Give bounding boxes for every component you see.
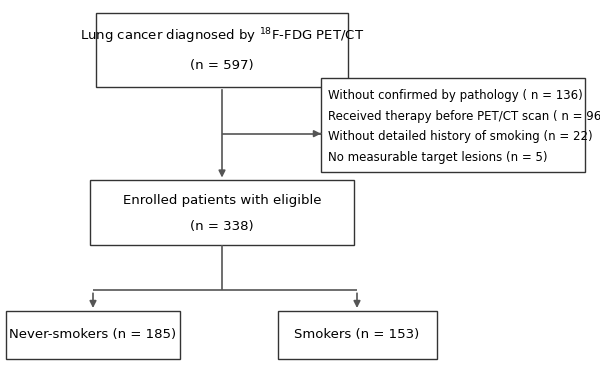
Bar xyxy=(6,311,180,359)
Text: Received therapy before PET/CT scan ( n = 96): Received therapy before PET/CT scan ( n … xyxy=(328,110,600,123)
Bar xyxy=(277,311,437,359)
Text: Never-smokers (n = 185): Never-smokers (n = 185) xyxy=(10,328,176,342)
Text: (n = 338): (n = 338) xyxy=(190,220,254,233)
Text: Smokers (n = 153): Smokers (n = 153) xyxy=(295,328,419,342)
Text: Without detailed history of smoking (n = 22): Without detailed history of smoking (n =… xyxy=(328,130,593,144)
Text: (n = 597): (n = 597) xyxy=(190,59,254,72)
Text: Without confirmed by pathology ( n = 136): Without confirmed by pathology ( n = 136… xyxy=(328,89,583,102)
Text: No measurable target lesions (n = 5): No measurable target lesions (n = 5) xyxy=(328,151,548,164)
Text: Enrolled patients with eligible: Enrolled patients with eligible xyxy=(123,194,321,207)
Text: Lung cancer diagnosed by $^{18}$F-FDG PET/CT: Lung cancer diagnosed by $^{18}$F-FDG PE… xyxy=(80,26,364,46)
Bar xyxy=(90,180,354,245)
Bar xyxy=(321,78,585,172)
Bar xyxy=(96,13,348,87)
